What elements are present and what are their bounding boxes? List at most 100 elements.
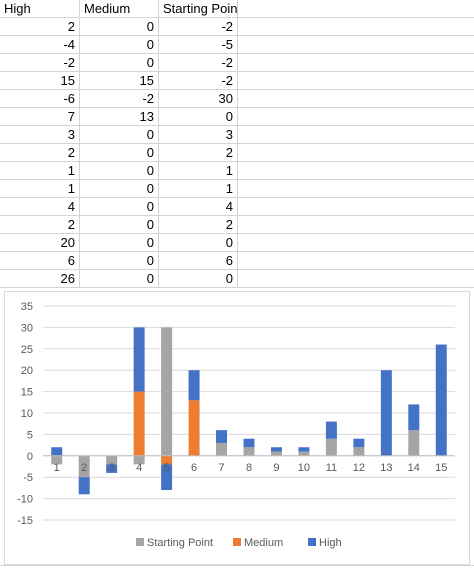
bar-starting-point bbox=[133, 455, 145, 465]
data-cell[interactable]: 4 bbox=[0, 198, 80, 215]
stacked-column-chart[interactable]: 35 30 25 20 15 10 5 0 -5 -10 -15 1 2 3 4 5 6 7 8 9 10 11 12 13 1… bbox=[4, 291, 470, 565]
bar-starting-point bbox=[353, 447, 365, 456]
table-row: 20 0 0 bbox=[0, 234, 474, 252]
bar-starting-point bbox=[325, 438, 337, 456]
empty-cell[interactable] bbox=[238, 72, 474, 89]
data-cell[interactable]: 0 bbox=[80, 54, 159, 71]
data-cell[interactable]: -2 bbox=[159, 18, 238, 35]
data-cell[interactable]: 1 bbox=[159, 162, 238, 179]
data-cell[interactable]: 0 bbox=[80, 144, 159, 161]
bar-high bbox=[78, 477, 90, 495]
x-tick-label: 13 bbox=[380, 462, 392, 474]
empty-cell[interactable] bbox=[238, 108, 474, 125]
y-tick-label: -5 bbox=[23, 472, 33, 484]
data-cell[interactable]: 0 bbox=[80, 126, 159, 143]
data-cell[interactable]: 0 bbox=[80, 162, 159, 179]
header-cell[interactable]: Medium bbox=[80, 0, 159, 17]
bar-high bbox=[133, 327, 145, 392]
empty-cell[interactable] bbox=[238, 252, 474, 269]
bar-high bbox=[161, 464, 173, 491]
empty-cell[interactable] bbox=[238, 126, 474, 143]
data-cell[interactable]: 26 bbox=[0, 270, 80, 287]
table-row: 15 15 -2 bbox=[0, 72, 474, 90]
header-row: High Medium Starting Point bbox=[0, 0, 474, 18]
data-cell[interactable]: 0 bbox=[80, 216, 159, 233]
data-cell[interactable]: 0 bbox=[80, 180, 159, 197]
data-cell[interactable]: 3 bbox=[159, 126, 238, 143]
data-cell[interactable]: -6 bbox=[0, 90, 80, 107]
data-cell[interactable]: 0 bbox=[159, 108, 238, 125]
data-cell[interactable]: -2 bbox=[159, 72, 238, 89]
data-cell[interactable]: 1 bbox=[0, 180, 80, 197]
empty-cell[interactable] bbox=[238, 198, 474, 215]
data-cell[interactable]: 7 bbox=[0, 108, 80, 125]
empty-cell[interactable] bbox=[238, 18, 474, 35]
data-cell[interactable]: 15 bbox=[0, 72, 80, 89]
x-tick-label: 2 bbox=[81, 462, 87, 474]
data-cell[interactable]: -2 bbox=[0, 54, 80, 71]
data-cell[interactable]: 15 bbox=[80, 72, 159, 89]
bar-high bbox=[353, 438, 365, 448]
data-cell[interactable]: 0 bbox=[80, 234, 159, 251]
data-cell[interactable]: 2 bbox=[0, 18, 80, 35]
x-tick-label: 6 bbox=[191, 462, 197, 474]
data-cell[interactable]: 0 bbox=[80, 198, 159, 215]
header-cell[interactable]: High bbox=[0, 0, 80, 17]
data-cell[interactable]: 2 bbox=[159, 216, 238, 233]
data-cell[interactable]: 0 bbox=[159, 234, 238, 251]
empty-cell[interactable] bbox=[238, 36, 474, 53]
y-tick-label: 10 bbox=[21, 408, 33, 420]
empty-cell[interactable] bbox=[238, 270, 474, 287]
data-cell[interactable]: 6 bbox=[159, 252, 238, 269]
data-cell[interactable]: 0 bbox=[80, 36, 159, 53]
data-cell[interactable]: 2 bbox=[0, 144, 80, 161]
data-cell[interactable]: 1 bbox=[159, 180, 238, 197]
table-row: 7 13 0 bbox=[0, 108, 474, 126]
data-cell[interactable]: 3 bbox=[0, 126, 80, 143]
x-tick-label: 15 bbox=[435, 462, 447, 474]
data-cell[interactable]: 13 bbox=[80, 108, 159, 125]
table-row: -6 -2 30 bbox=[0, 90, 474, 108]
header-cell[interactable]: Starting Point bbox=[159, 0, 238, 17]
empty-cell[interactable] bbox=[238, 54, 474, 71]
bar-high bbox=[51, 447, 63, 456]
data-cell[interactable]: 6 bbox=[0, 252, 80, 269]
bar-medium bbox=[188, 400, 200, 456]
empty-cell[interactable] bbox=[238, 144, 474, 161]
empty-cell[interactable] bbox=[238, 162, 474, 179]
data-cell[interactable]: 4 bbox=[159, 198, 238, 215]
data-cell[interactable]: 1 bbox=[0, 162, 80, 179]
x-tick-label: 1 bbox=[54, 462, 60, 474]
x-tick-label: 12 bbox=[353, 462, 365, 474]
y-tick-label: -15 bbox=[17, 515, 33, 527]
empty-cell[interactable] bbox=[238, 216, 474, 233]
y-tick-label: 0 bbox=[27, 451, 33, 463]
table-row: -2 0 -2 bbox=[0, 54, 474, 72]
data-cell[interactable]: 2 bbox=[0, 216, 80, 233]
data-cell[interactable]: 30 bbox=[159, 90, 238, 107]
empty-cell[interactable] bbox=[238, 0, 474, 17]
bar-starting-point bbox=[216, 442, 228, 456]
data-cell[interactable]: -2 bbox=[159, 54, 238, 71]
data-cell[interactable]: 0 bbox=[80, 270, 159, 287]
empty-cell[interactable] bbox=[238, 234, 474, 251]
bar-starting-point bbox=[408, 430, 420, 456]
data-cell[interactable]: -4 bbox=[0, 36, 80, 53]
data-cell[interactable]: -5 bbox=[159, 36, 238, 53]
data-cell[interactable]: 0 bbox=[80, 18, 159, 35]
data-cell[interactable]: -2 bbox=[80, 90, 159, 107]
data-cell[interactable]: 20 bbox=[0, 234, 80, 251]
data-cell[interactable]: 0 bbox=[80, 252, 159, 269]
bar-high bbox=[380, 370, 392, 456]
bar-medium bbox=[161, 455, 173, 465]
x-tick-label: 9 bbox=[273, 462, 279, 474]
spreadsheet-grid: High Medium Starting Point 2 0 -2 -4 0 -5 -2 0 -2 15… bbox=[0, 0, 474, 288]
bar-starting-point bbox=[161, 327, 173, 456]
data-cell[interactable]: 0 bbox=[159, 270, 238, 287]
empty-cell[interactable] bbox=[238, 90, 474, 107]
bar-starting-point bbox=[243, 447, 255, 456]
empty-cell[interactable] bbox=[238, 180, 474, 197]
data-cell[interactable]: 2 bbox=[159, 144, 238, 161]
